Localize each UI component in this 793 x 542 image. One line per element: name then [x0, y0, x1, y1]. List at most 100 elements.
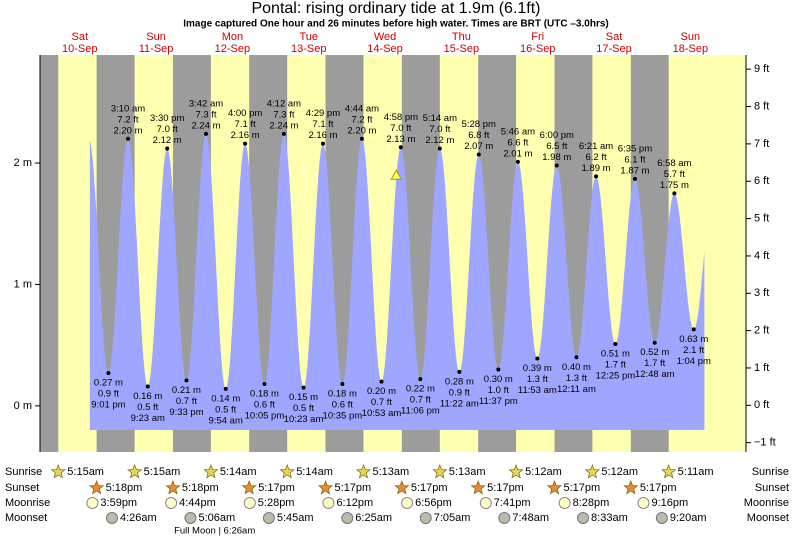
tide-time-label: 11:22 am: [440, 398, 479, 409]
y-tick-label: 0 m: [14, 400, 32, 412]
y2-tick-label: −1 ft: [754, 437, 776, 449]
y2-tick-label: 9 ft: [754, 63, 769, 75]
tide-m-label: 2.13 m: [386, 134, 415, 145]
row-label-right: Sunset: [755, 482, 789, 494]
moonrise-time: 3:59pm: [100, 497, 137, 509]
low-tide-point: [418, 377, 423, 382]
low-tide-point: [457, 369, 462, 374]
tide-time-label: 6:58 am: [657, 158, 691, 169]
high-tide-point: [672, 191, 677, 196]
tide-ft-label: 0.5 ft: [293, 403, 314, 414]
sunset-time: 5:17pm: [335, 482, 372, 494]
y-tick-label: 1 m: [14, 278, 32, 290]
tide-curve: [89, 133, 705, 430]
sunset-time: 5:17pm: [640, 482, 677, 494]
tide-time-label: 9:01 pm: [91, 400, 125, 411]
day-weekday: Thu: [452, 31, 471, 43]
tide-m-label: 0.14 m: [211, 393, 240, 404]
sunrise-time: 5:15am: [144, 466, 181, 478]
sunrise-icon: [203, 464, 219, 479]
moonrise-icon: [479, 497, 492, 509]
day-weekday: Sat: [606, 31, 623, 43]
tide-time-label: 12:48 am: [635, 369, 675, 380]
tide-ft-label: 0.5 ft: [215, 404, 236, 415]
row-label-left: Sunset: [5, 482, 39, 494]
tide-m-label: 1.75 m: [660, 180, 689, 191]
day-weekday: Sun: [146, 31, 166, 43]
tide-m-label: 1.98 m: [542, 152, 571, 163]
tide-m-label: 0.22 m: [406, 384, 435, 395]
low-tide-point: [340, 382, 345, 387]
sunset-icon: [88, 480, 105, 495]
high-tide-point: [398, 145, 403, 150]
tide-time-label: 6:35 pm: [618, 143, 652, 154]
y-tick-label: 2 m: [14, 157, 32, 169]
moonset-icon: [106, 512, 119, 524]
day-weekday: Sun: [681, 31, 701, 43]
row-label-right: Moonrise: [744, 497, 789, 509]
low-tide-point: [496, 367, 501, 372]
low-tide-point: [652, 340, 657, 345]
tide-time-label: 5:28 pm: [462, 119, 496, 130]
tide-ft-label: 7.3 ft: [195, 109, 216, 120]
tide-m-label: 2.24 m: [191, 120, 220, 131]
tide-time-label: 9:54 am: [209, 415, 243, 426]
chart-title: Pontal: rising ordinary tide at 1.9m (6.…: [251, 0, 540, 17]
moonrise-time: 9:16pm: [652, 497, 689, 509]
moonset-time: 7:48am: [512, 512, 549, 524]
sunrise-time: 5:14am: [296, 466, 333, 478]
moonset-time: 7:05am: [434, 512, 471, 524]
tide-ft-label: 6.8 ft: [468, 130, 489, 141]
tide-m-label: 1.87 m: [620, 165, 649, 176]
low-tide-point: [574, 355, 579, 360]
sunrise-time: 5:14am: [220, 466, 257, 478]
moonrise-time: 6:56pm: [415, 497, 452, 509]
tide-m-label: 0.40 m: [562, 362, 591, 373]
row-label-left: Moonrise: [5, 497, 50, 509]
sunset-icon: [241, 480, 257, 495]
tide-ft-label: 7.2 ft: [351, 114, 372, 125]
moonrise-time: 4:44pm: [179, 497, 216, 509]
high-tide-point: [594, 174, 599, 179]
high-tide-point: [243, 141, 248, 146]
tide-ft-label: 0.6 ft: [332, 400, 353, 411]
row-label-right: Moonset: [747, 512, 789, 524]
tide-ft-label: 7.0 ft: [390, 123, 411, 134]
sunset-time: 5:17pm: [563, 482, 600, 494]
tide-time-label: 5:46 am: [501, 126, 535, 137]
tide-m-label: 0.21 m: [172, 385, 201, 396]
moonrise-time: 5:28pm: [258, 497, 295, 509]
moonset-time: 6:25am: [355, 512, 392, 524]
day-date: 15-Sep: [444, 43, 479, 55]
y2-tick-label: 6 ft: [754, 175, 769, 187]
y2-tick-label: 1 ft: [754, 362, 769, 374]
moonset-icon: [655, 512, 668, 524]
high-tide-point: [476, 152, 481, 157]
tide-time-label: 12:11 am: [557, 384, 596, 395]
low-tide-point: [301, 385, 306, 390]
sunset-icon: [394, 480, 410, 495]
tide-time-label: 3:10 am: [111, 103, 145, 114]
low-tide-point: [613, 341, 618, 346]
tide-ft-label: 1.7 ft: [644, 358, 665, 369]
tide-m-label: 2.12 m: [425, 135, 454, 146]
sunrise-time: 5:12am: [601, 466, 638, 478]
tide-time-label: 1:04 pm: [677, 356, 711, 367]
tide-time-label: 10:05 pm: [245, 411, 285, 422]
tide-ft-label: 7.2 ft: [117, 114, 138, 125]
tide-ft-label: 6.6 ft: [507, 137, 528, 148]
y2-tick-label: 0 ft: [754, 399, 769, 411]
moonset-icon: [262, 512, 275, 524]
tide-time-label: 11:37 pm: [479, 396, 518, 407]
tide-time-label: 4:12 am: [267, 98, 301, 109]
tide-m-label: 2.16 m: [308, 130, 337, 141]
low-tide-point: [145, 384, 150, 389]
sunrise-icon: [127, 464, 143, 479]
tide-ft-label: 0.5 ft: [137, 402, 158, 413]
day-date: 13-Sep: [291, 43, 326, 55]
sunrise-time: 5:12am: [525, 466, 562, 478]
tide-time-label: 5:14 am: [423, 113, 457, 124]
tide-ft-label: 1.0 ft: [488, 385, 509, 396]
day-weekday: Wed: [374, 31, 396, 43]
